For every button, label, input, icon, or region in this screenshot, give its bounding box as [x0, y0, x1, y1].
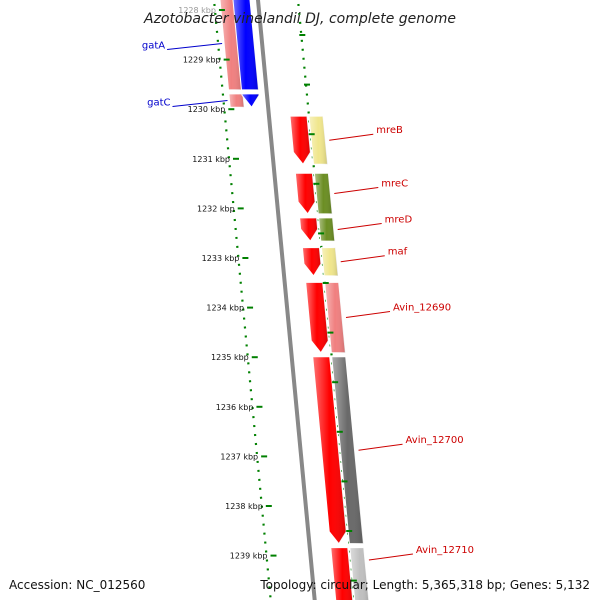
gene-category-shine [321, 247, 339, 276]
gene-category-shine [349, 547, 369, 600]
gene-category-shine [318, 217, 335, 242]
gene-label-mreb[interactable]: mreB [329, 125, 403, 141]
gene-name: gatC [147, 98, 170, 109]
gene-label-mred[interactable]: mreD [337, 214, 413, 230]
map-title: Azotobacter vinelandii DJ, complete geno… [143, 11, 456, 27]
gene-gata[interactable] [219, 0, 260, 91]
gene-feature-shine [289, 116, 311, 165]
gene-avin_12700[interactable] [312, 356, 364, 545]
accession-text: Accession: NC_012560 [9, 578, 146, 592]
gene-category-shine [331, 356, 364, 544]
gene-labels: gatA gatC mreB mreC mreD maf Avin_12690 Avin_12… [142, 40, 474, 561]
gene-mrec[interactable] [294, 172, 333, 215]
gene-label-maf[interactable]: maf [340, 247, 408, 263]
tick-label: 1236 kbp [216, 403, 254, 412]
gene-category-shine [324, 282, 346, 353]
gene-name: mreD [385, 214, 413, 225]
gene-label-gatc[interactable]: gatC [147, 98, 228, 109]
gene-name: mreC [381, 179, 408, 190]
leader-line [329, 133, 374, 141]
tick-label: 1230 kbp [188, 105, 226, 114]
leader-line [334, 187, 379, 195]
leader-line [345, 311, 391, 319]
gene-name: Avin_12710 [416, 545, 474, 556]
leader-line [368, 553, 413, 561]
tick-label: 1229 kbp [183, 56, 221, 65]
tick-label: 1231 kbp [192, 155, 230, 164]
genome-backbone [251, 0, 321, 600]
tick-label: 1237 kbp [220, 452, 258, 461]
gene-gatc[interactable] [228, 93, 260, 109]
gene-feature-shine [295, 173, 316, 214]
tick-label: 1233 kbp [202, 254, 240, 263]
leader-line [340, 255, 385, 263]
gene-feature-shine [305, 282, 329, 353]
tick-label: 1235 kbp [211, 353, 249, 362]
gene-name: Avin_12700 [406, 435, 464, 446]
leader-line [172, 100, 228, 108]
gene-feature-shine [312, 356, 347, 544]
gene-label-gata[interactable]: gatA [142, 40, 223, 51]
tick-label: 1238 kbp [225, 502, 263, 511]
tick-label: 1228 kbp [178, 6, 216, 15]
gene-mreb[interactable] [289, 115, 329, 166]
topology-text: Topology: circular; Length: 5,365,318 bp… [260, 578, 590, 592]
gene-label-mrec[interactable]: mreC [334, 179, 408, 195]
scale-ticks: 1228 kbp 1229 kbp 1230 kbp 1231 kbp 1232 kbp… [178, 6, 357, 582]
gene-feature-shine [241, 93, 259, 108]
gene-label-avin_12690[interactable]: Avin_12690 [345, 303, 451, 319]
gene-features [219, 0, 370, 600]
tick-label: 1234 kbp [206, 304, 244, 313]
gene-feature-shine [302, 247, 321, 276]
gene-feature-shine [233, 0, 259, 90]
tick-label: 1232 kbp [197, 204, 235, 213]
gene-mred[interactable] [299, 217, 336, 242]
gene-name: maf [388, 247, 408, 258]
gene-label-avin_12700[interactable]: Avin_12700 [358, 435, 464, 451]
gene-category-shine [314, 173, 333, 214]
gene-category-shine [308, 116, 328, 165]
leader-line [167, 42, 223, 50]
gene-label-avin_12710[interactable]: Avin_12710 [368, 545, 474, 561]
leader-line [337, 222, 382, 230]
gene-name: Avin_12690 [393, 303, 451, 314]
gene-maf[interactable] [301, 247, 339, 277]
gene-category-shine [220, 0, 243, 90]
gene-name: mreB [376, 125, 403, 136]
gene-feature-shine [299, 217, 318, 242]
scale-dots-left [212, 0, 272, 600]
leader-line [358, 443, 403, 451]
gene-avin_12710[interactable] [330, 547, 370, 600]
gene-name: gatA [142, 40, 165, 51]
gene-feature-shine [330, 547, 353, 600]
backbone-line [255, 0, 317, 600]
tick-label: 1239 kbp [230, 552, 268, 561]
gene-avin_12690[interactable] [305, 281, 346, 354]
gene-category-shine [228, 93, 245, 108]
